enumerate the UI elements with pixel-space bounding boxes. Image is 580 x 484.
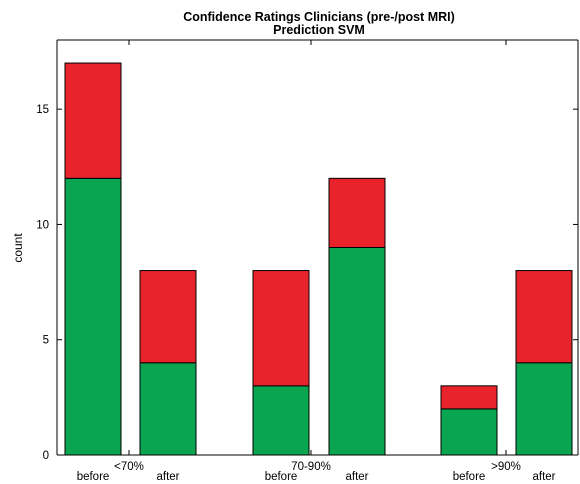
plot-area: before after before after before after <70% 70-… <box>36 39 579 483</box>
bar-green-0 <box>64 177 122 456</box>
x-group-label-2: >90% <box>491 461 521 473</box>
y-axis-label: count <box>11 233 25 263</box>
x-group-label-1: 70-90% <box>291 461 331 473</box>
y-tick-label-2: 10 <box>36 219 49 231</box>
bar-green-2 <box>252 385 310 456</box>
chart-title: Confidence Ratings Clinicians (pre-/post… <box>183 10 455 24</box>
bar-red-4 <box>440 385 498 410</box>
x-category-label-3: after <box>345 471 368 483</box>
y-tick-label-3: 15 <box>36 104 49 116</box>
y-tick-label-1: 5 <box>43 335 49 347</box>
x-group-label-0: <70% <box>114 461 144 473</box>
bar-red-0 <box>64 62 122 179</box>
bar-red-1 <box>139 270 197 364</box>
bar-red-2 <box>252 270 310 387</box>
bar-green-5 <box>515 362 573 456</box>
x-category-label-1: after <box>156 471 179 483</box>
chart-subtitle: Prediction SVM <box>273 23 365 37</box>
bar-red-3 <box>328 177 386 248</box>
bar-green-3 <box>328 247 386 456</box>
x-category-label-5: after <box>532 471 555 483</box>
bar-green-1 <box>139 362 197 456</box>
x-category-label-2: before <box>265 471 298 483</box>
x-category-label-4: before <box>453 471 486 483</box>
bar-green-4 <box>440 408 498 456</box>
x-category-label-0: before <box>77 471 110 483</box>
bar-red-5 <box>515 270 573 364</box>
y-tick-label-0: 0 <box>43 450 49 462</box>
